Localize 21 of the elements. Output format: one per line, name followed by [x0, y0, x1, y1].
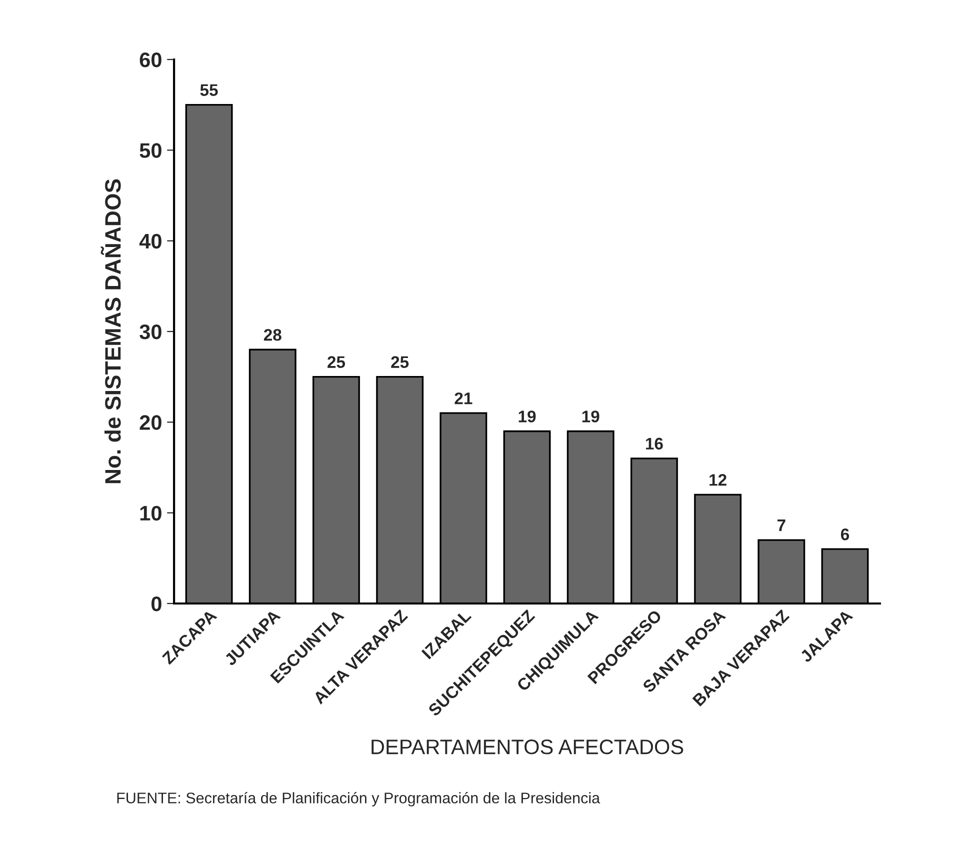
source-note: FUENTE: Secretaría de Planificación y Programación de la Presidencia [117, 792, 600, 806]
data-label: 16 [646, 438, 663, 450]
data-label: 25 [391, 356, 409, 368]
y-tick-label: 30 [140, 324, 162, 340]
y-tick-label: 40 [139, 234, 162, 249]
data-label: 55 [200, 84, 218, 96]
data-label: 19 [518, 410, 536, 422]
y-tick-label: 10 [140, 506, 162, 521]
data-label: 12 [710, 474, 726, 486]
data-label: 19 [582, 410, 600, 422]
y-tick-label: 60 [140, 52, 162, 68]
x-axis-title: DEPARTAMENTOS AFECTADOS [372, 740, 684, 754]
data-label: 7 [777, 520, 786, 532]
y-tick-label: 50 [140, 143, 162, 158]
data-label: 28 [264, 328, 282, 341]
data-label: 25 [328, 356, 346, 368]
data-label: 6 [840, 528, 850, 540]
y-tick-label: 0 [151, 596, 162, 612]
y-tick-label: 20 [140, 415, 162, 430]
y-axis-title: No. de SISTEMAS DAÑADOS [100, 179, 121, 484]
data-label: 21 [454, 392, 472, 404]
